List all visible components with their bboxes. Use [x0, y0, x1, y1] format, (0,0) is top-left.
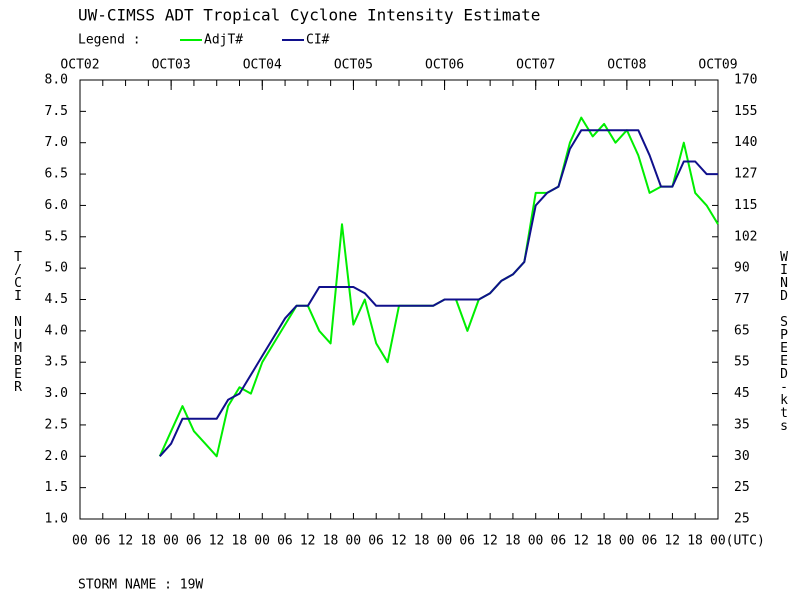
- y-tick-label: 6.0: [45, 198, 68, 213]
- y-tick-label: 8.0: [45, 73, 68, 88]
- y-tick-label: 3.0: [45, 386, 68, 401]
- y2-tick-label: 30: [734, 449, 750, 464]
- y-tick-label: 3.5: [45, 355, 68, 370]
- x-tick-label: 06: [551, 534, 567, 549]
- x-top-tick-label: OCT07: [516, 58, 555, 73]
- x-tick-label: 06: [95, 534, 111, 549]
- x-top-tick-label: OCT08: [607, 58, 646, 73]
- legend-label: Legend :: [78, 33, 141, 48]
- y-tick-label: 2.0: [45, 449, 68, 464]
- x-tick-label: 18: [414, 534, 430, 549]
- x-tick-label: 00: [528, 534, 544, 549]
- y-tick-label: 1.0: [45, 512, 68, 527]
- y-tick-label: 4.0: [45, 323, 68, 338]
- x-tick-label: 06: [186, 534, 202, 549]
- y2-tick-label: 25: [734, 480, 750, 495]
- y2-axis-label: WIND SPEED-kts: [777, 250, 792, 432]
- y2-tick-label: 127: [734, 167, 757, 182]
- legend-entry: CI#: [306, 33, 330, 48]
- x-tick-label: 18: [232, 534, 248, 549]
- x-tick-label: 12: [391, 534, 407, 549]
- chart-title: UW-CIMSS ADT Tropical Cyclone Intensity …: [78, 6, 540, 25]
- footer: STORM NAME : 19W: [78, 578, 203, 593]
- x-tick-label: 06: [642, 534, 658, 549]
- series-line: [159, 129, 718, 457]
- y-tick-label: 1.5: [45, 480, 68, 495]
- y2-tick-label: 45: [734, 386, 750, 401]
- x-tick-label: 12: [300, 534, 316, 549]
- y2-tick-label: 77: [734, 292, 750, 307]
- y2-tick-label: 140: [734, 135, 757, 150]
- y-tick-label: 5.0: [45, 261, 68, 276]
- x-tick-label: 00: [163, 534, 179, 549]
- legend-entry: AdjT#: [204, 33, 243, 48]
- y2-tick-label: 65: [734, 323, 750, 338]
- x-top-tick-label: OCT02: [60, 58, 99, 73]
- y2-tick-label: 35: [734, 417, 750, 432]
- x-tick-label: 06: [459, 534, 475, 549]
- x-top-tick-label: OCT05: [334, 58, 373, 73]
- x-tick-label: 00(UTC): [710, 534, 765, 549]
- x-tick-label: 12: [209, 534, 225, 549]
- x-tick-label: 18: [687, 534, 703, 549]
- x-tick-label: 18: [140, 534, 156, 549]
- y-tick-label: 7.5: [45, 104, 68, 119]
- x-tick-label: 12: [482, 534, 498, 549]
- y2-tick-label: 155: [734, 104, 757, 119]
- x-tick-label: 18: [596, 534, 612, 549]
- y-tick-label: 6.5: [45, 167, 68, 182]
- x-top-tick-label: OCT04: [243, 58, 282, 73]
- y-tick-label: 4.5: [45, 292, 68, 307]
- x-tick-label: 06: [277, 534, 293, 549]
- x-tick-label: 00: [72, 534, 88, 549]
- plot-frame: [79, 79, 719, 520]
- x-top-tick-label: OCT06: [425, 58, 464, 73]
- x-tick-label: 00: [345, 534, 361, 549]
- y2-tick-label: 115: [734, 198, 757, 213]
- y-tick-label: 2.5: [45, 417, 68, 432]
- x-tick-label: 12: [573, 534, 589, 549]
- series-line: [158, 116, 719, 458]
- y-tick-label: 7.0: [45, 135, 68, 150]
- x-tick-label: 12: [664, 534, 680, 549]
- y2-tick-label: 90: [734, 261, 750, 276]
- y2-tick-label: 25: [734, 512, 750, 527]
- y2-tick-label: 170: [734, 73, 757, 88]
- x-top-tick-label: OCT09: [698, 58, 737, 73]
- x-top-tick-label: OCT03: [152, 58, 191, 73]
- x-tick-label: 00: [254, 534, 270, 549]
- y2-tick-label: 102: [734, 229, 757, 244]
- x-tick-label: 00: [619, 534, 635, 549]
- x-tick-label: 00: [437, 534, 453, 549]
- y-axis-label: T/CI NUMBER: [11, 250, 26, 393]
- x-tick-label: 18: [323, 534, 339, 549]
- x-tick-label: 12: [118, 534, 134, 549]
- y2-tick-label: 55: [734, 355, 750, 370]
- x-tick-label: 06: [368, 534, 384, 549]
- y-tick-label: 5.5: [45, 229, 68, 244]
- x-tick-label: 18: [505, 534, 521, 549]
